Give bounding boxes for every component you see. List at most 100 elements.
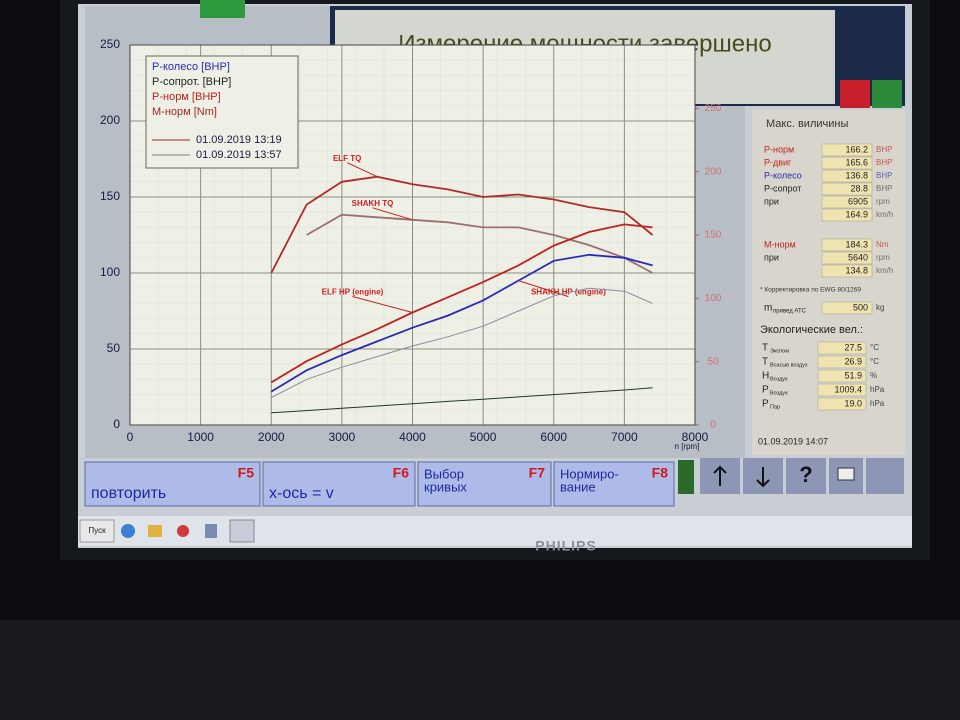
function-button[interactable] [84, 461, 261, 507]
taskbar-app[interactable] [229, 519, 255, 543]
series-line [271, 287, 653, 399]
mass-value: 500 [853, 302, 868, 312]
plot-border [129, 44, 696, 426]
eco-label: P [762, 385, 769, 396]
eco-sub: Экспом [770, 348, 789, 354]
legend-run: 01.09.2019 13:57 [196, 149, 282, 161]
taskbar-icon[interactable] [148, 525, 162, 537]
y-tick-label: 0 [113, 417, 120, 431]
eco-sub: Воздух [770, 390, 788, 396]
icon-button[interactable] [840, 80, 870, 108]
annotation: ELF HP (engine) [322, 288, 384, 297]
y2-tick-label: 50 [707, 356, 719, 367]
eco-value: 1009.4 [834, 384, 862, 394]
value-box [821, 195, 873, 209]
function-key: F5 [238, 465, 255, 481]
annotation: ELF TQ [333, 154, 361, 163]
function-button[interactable] [262, 461, 416, 507]
row-label: P-колесо [764, 170, 802, 180]
y2-tick-label: 200 [705, 166, 722, 177]
annotation: SHAKH TQ [352, 199, 394, 208]
eco-sub: Пар [770, 404, 780, 410]
toolbar: ? [700, 458, 904, 494]
eco-title: Экологические вел.: [760, 324, 863, 336]
extra-button[interactable] [866, 458, 904, 494]
function-button[interactable] [553, 461, 675, 507]
series-line [270, 223, 653, 384]
value-box [817, 369, 867, 383]
icon-button[interactable] [872, 80, 902, 108]
row-value: 134.8 [845, 265, 868, 275]
x-axis-label: n [rpm] [675, 442, 700, 451]
function-label: Выбор [424, 466, 464, 481]
x-tick-label: 3000 [329, 430, 356, 444]
row-value: 136.8 [845, 170, 868, 180]
row-value: 165.6 [845, 157, 868, 167]
legend-run: 01.09.2019 13:19 [196, 134, 282, 146]
y2-tick-label: 0 [710, 420, 716, 431]
value-box [821, 156, 873, 170]
start-button[interactable] [79, 519, 115, 543]
row-label: P-норм [764, 144, 794, 154]
row-value: 6905 [848, 196, 868, 206]
eco-unit: °C [870, 343, 879, 352]
legend-entry: P-норм [BHP] [152, 91, 221, 103]
legend-entry: P-колесо [BHP] [152, 61, 230, 73]
monitor-brand: PHILIPS [535, 538, 596, 554]
note: * Корректировка по EWG 80/1269 [760, 287, 861, 294]
help-button[interactable] [786, 458, 826, 494]
row-label: при [764, 196, 779, 206]
legend-entry: M-норм [Nm] [152, 106, 217, 118]
x-tick-label: 8000 [682, 430, 709, 444]
tab-button[interactable] [200, 0, 245, 18]
function-button[interactable] [417, 461, 552, 507]
value-box [821, 208, 873, 222]
desk [0, 620, 960, 720]
x-tick-label: 7000 [611, 430, 638, 444]
mass-sub: привед ATC [773, 309, 807, 315]
x-tick-label: 4000 [399, 430, 426, 444]
y2-tick-label: 150 [705, 230, 722, 241]
taskbar-icon[interactable] [121, 524, 135, 538]
eco-label: T [762, 357, 768, 368]
panel-date: 01.09.2019 14:07 [758, 436, 828, 446]
row-value: 5640 [848, 252, 868, 262]
eco-unit: hPa [870, 399, 885, 408]
value-box [821, 238, 873, 252]
annotation-arrow [346, 162, 378, 178]
panel-title: Макс. виличины [766, 118, 848, 130]
y2-tick-label: 250 [705, 103, 722, 114]
start-label: Пуск [88, 526, 106, 535]
mass-label: m [764, 303, 772, 314]
function-label: кривых [424, 479, 467, 494]
row-unit: km/h [876, 266, 893, 275]
legend: P-колесо [BHP] P-сопрот. [BHP] P-норм [BHP… [152, 61, 282, 161]
values-panel: Макс. виличины P-норм 166.2 BHP P-двиг 165.6 B… [758, 118, 893, 446]
taskbar [78, 516, 912, 546]
x-tick-label: 5000 [470, 430, 497, 444]
row-label: P-сопрот [764, 183, 801, 193]
value-box [817, 341, 867, 355]
eco-unit: % [870, 371, 877, 380]
legend-entry: P-сопрот. [BHP] [152, 76, 231, 88]
y-tick-label: 100 [100, 265, 120, 279]
taskbar-icon[interactable] [177, 525, 189, 537]
y-tick-label: 150 [100, 189, 120, 203]
row-unit: BHP [876, 145, 892, 154]
help-icon: ? [799, 462, 812, 487]
row-value: 28.8 [850, 183, 868, 193]
function-label: вание [560, 479, 596, 494]
row-value: 164.9 [845, 209, 868, 219]
eco-sub: Воздух [770, 376, 788, 382]
eco-unit: hPa [870, 385, 885, 394]
x-tick-label: 0 [127, 430, 134, 444]
taskbar-icon[interactable] [205, 524, 217, 538]
value-box [821, 182, 873, 196]
print-icon [837, 467, 855, 481]
series-line [270, 253, 653, 393]
value-box [817, 383, 867, 397]
function-label: повторить [91, 485, 166, 502]
eco-value: 27.5 [844, 342, 862, 352]
